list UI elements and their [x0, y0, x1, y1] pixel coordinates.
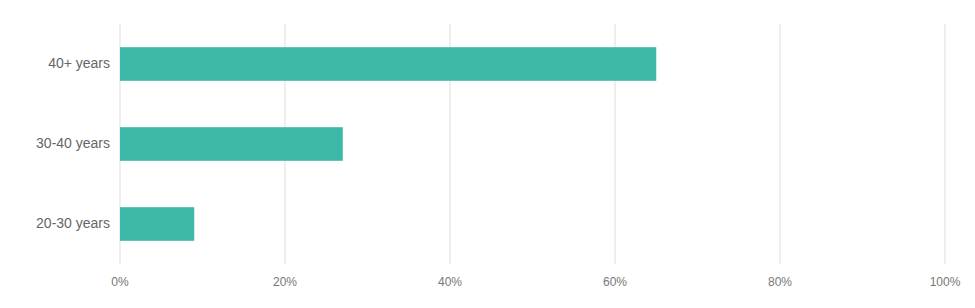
x-tick-label: 60% — [603, 275, 627, 289]
x-tick-label: 80% — [768, 275, 792, 289]
x-tick-label: 0% — [111, 275, 129, 289]
x-axis: 0% 20% 40% 60% 80% 100% — [111, 275, 960, 289]
x-tick-label: 40% — [438, 275, 462, 289]
bar — [120, 207, 194, 241]
grid — [120, 24, 945, 264]
category-label: 30-40 years — [36, 135, 110, 151]
category-label: 40+ years — [48, 55, 110, 71]
bar — [120, 127, 343, 161]
grid-line — [780, 24, 781, 264]
bars — [120, 47, 656, 241]
x-tick-label: 100% — [930, 275, 961, 289]
grid-line — [945, 24, 946, 264]
x-tick-label: 20% — [273, 275, 297, 289]
bar — [120, 47, 656, 81]
category-label: 20-30 years — [36, 215, 110, 231]
chart-svg: 0% 20% 40% 60% 80% 100% 20-30 years 30-40 years… — [0, 0, 975, 308]
y-axis: 20-30 years 30-40 years 40+ years — [36, 55, 110, 231]
chart-container: 0% 20% 40% 60% 80% 100% 20-30 years 30-40 years… — [0, 0, 975, 308]
